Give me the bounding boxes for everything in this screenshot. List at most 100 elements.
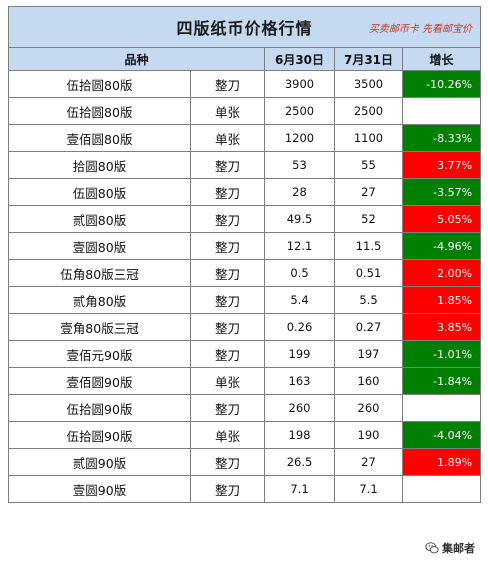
variety-cell: 伍拾圆80版 [8, 70, 191, 98]
table-row: 壹佰圆90版 单张 163 160 -1.84% [8, 367, 482, 395]
variety-cell: 拾圆80版 [8, 151, 191, 179]
unit-cell: 整刀 [190, 340, 265, 368]
unit-cell: 整刀 [190, 313, 265, 341]
table-body: 伍拾圆80版 整刀 3900 3500 -10.26% 伍拾圆80版 单张 2500 2500 壹… [8, 70, 482, 503]
unit-cell: 整刀 [190, 259, 265, 287]
header-variety: 品种 [8, 47, 265, 71]
price-june30-cell: 12.1 [264, 232, 335, 260]
price-june30-cell: 28 [264, 178, 335, 206]
growth-cell: -10.26% [401, 70, 482, 98]
unit-cell: 整刀 [190, 286, 265, 314]
table-row: 壹角80版三冠 整刀 0.26 0.27 3.85% [8, 313, 482, 341]
table-row: 拾圆80版 整刀 53 55 3.77% [8, 151, 482, 179]
unit-cell: 整刀 [190, 178, 265, 206]
table-row: 伍圆80版 整刀 28 27 -3.57% [8, 178, 482, 206]
price-july31-cell: 27 [334, 448, 403, 476]
price-july31-cell: 55 [334, 151, 403, 179]
table-row: 壹佰元90版 整刀 199 197 -1.01% [8, 340, 482, 368]
price-june30-cell: 199 [264, 340, 335, 368]
growth-cell: -3.57% [401, 178, 482, 206]
table-row: 伍拾圆90版 单张 198 190 -4.04% [8, 421, 482, 449]
watermark: 集邮者 [422, 539, 478, 557]
growth-cell: 3.85% [401, 313, 482, 341]
unit-cell: 单张 [190, 367, 265, 395]
price-june30-cell: 1200 [264, 124, 335, 152]
price-june30-cell: 163 [264, 367, 335, 395]
price-june30-cell: 53 [264, 151, 335, 179]
title-cell: 四版纸币价格行情 买卖邮币卡 先看邮宝价 [7, 6, 482, 48]
variety-cell: 贰圆80版 [8, 205, 191, 233]
table-row: 壹圆90版 整刀 7.1 7.1 [8, 475, 482, 503]
growth-cell [401, 475, 482, 503]
price-june30-cell: 0.5 [264, 259, 335, 287]
unit-cell: 整刀 [190, 151, 265, 179]
table-row: 壹佰圆80版 单张 1200 1100 -8.33% [8, 124, 482, 152]
price-june30-cell: 26.5 [264, 448, 335, 476]
table-row: 伍拾圆80版 整刀 3900 3500 -10.26% [8, 70, 482, 98]
variety-cell: 贰角80版 [8, 286, 191, 314]
unit-cell: 整刀 [190, 70, 265, 98]
variety-cell: 伍拾圆90版 [8, 394, 191, 422]
variety-cell: 贰圆90版 [8, 448, 191, 476]
price-sheet: 四版纸币价格行情 买卖邮币卡 先看邮宝价 品种 6月30日 7月31日 增长 伍… [7, 6, 482, 503]
price-july31-cell: 0.27 [334, 313, 403, 341]
growth-cell: -4.96% [401, 232, 482, 260]
unit-cell: 单张 [190, 97, 265, 125]
variety-cell: 壹佰圆90版 [8, 367, 191, 395]
growth-cell: -1.84% [401, 367, 482, 395]
table-title: 四版纸币价格行情 [176, 19, 313, 38]
table-row: 贰圆80版 整刀 49.5 52 5.05% [8, 205, 482, 233]
price-june30-cell: 5.4 [264, 286, 335, 314]
price-june30-cell: 198 [264, 421, 335, 449]
price-july31-cell: 197 [334, 340, 403, 368]
table-row: 贰圆90版 整刀 26.5 27 1.89% [8, 448, 482, 476]
variety-cell: 伍拾圆90版 [8, 421, 191, 449]
price-june30-cell: 2500 [264, 97, 335, 125]
price-july31-cell: 5.5 [334, 286, 403, 314]
table-row: 贰角80版 整刀 5.4 5.5 1.85% [8, 286, 482, 314]
price-june30-cell: 49.5 [264, 205, 335, 233]
variety-cell: 伍拾圆80版 [8, 97, 191, 125]
price-july31-cell: 190 [334, 421, 403, 449]
growth-cell [401, 394, 482, 422]
price-july31-cell: 1100 [334, 124, 403, 152]
table-row: 壹圆80版 整刀 12.1 11.5 -4.96% [8, 232, 482, 260]
unit-cell: 整刀 [190, 394, 265, 422]
variety-cell: 伍圆80版 [8, 178, 191, 206]
growth-cell: 3.77% [401, 151, 482, 179]
price-july31-cell: 3500 [334, 70, 403, 98]
price-table: 四版纸币价格行情 买卖邮币卡 先看邮宝价 品种 6月30日 7月31日 增长 伍… [7, 6, 482, 503]
growth-cell [401, 97, 482, 125]
growth-cell: 1.85% [401, 286, 482, 314]
variety-cell: 伍角80版三冠 [8, 259, 191, 287]
unit-cell: 单张 [190, 421, 265, 449]
header-date1: 6月30日 [264, 47, 335, 71]
price-june30-cell: 7.1 [264, 475, 335, 503]
price-july31-cell: 11.5 [334, 232, 403, 260]
price-july31-cell: 0.51 [334, 259, 403, 287]
growth-cell: -4.04% [401, 421, 482, 449]
growth-cell: 5.05% [401, 205, 482, 233]
growth-cell: -1.01% [401, 340, 482, 368]
price-june30-cell: 260 [264, 394, 335, 422]
growth-cell: -8.33% [401, 124, 482, 152]
unit-cell: 整刀 [190, 475, 265, 503]
header-growth: 增长 [401, 47, 482, 71]
slogan-text: 买卖邮币卡 先看邮宝价 [368, 24, 473, 35]
unit-cell: 整刀 [190, 205, 265, 233]
price-july31-cell: 260 [334, 394, 403, 422]
table-row: 伍拾圆90版 整刀 260 260 [8, 394, 482, 422]
unit-cell: 单张 [190, 124, 265, 152]
growth-cell: 2.00% [401, 259, 482, 287]
price-july31-cell: 52 [334, 205, 403, 233]
header-date2: 7月31日 [334, 47, 403, 71]
price-july31-cell: 27 [334, 178, 403, 206]
unit-cell: 整刀 [190, 448, 265, 476]
variety-cell: 壹圆90版 [8, 475, 191, 503]
price-july31-cell: 160 [334, 367, 403, 395]
variety-cell: 壹圆80版 [8, 232, 191, 260]
wechat-icon [425, 542, 439, 554]
variety-cell: 壹佰元90版 [8, 340, 191, 368]
variety-cell: 壹佰圆80版 [8, 124, 191, 152]
table-row: 伍拾圆80版 单张 2500 2500 [8, 97, 482, 125]
